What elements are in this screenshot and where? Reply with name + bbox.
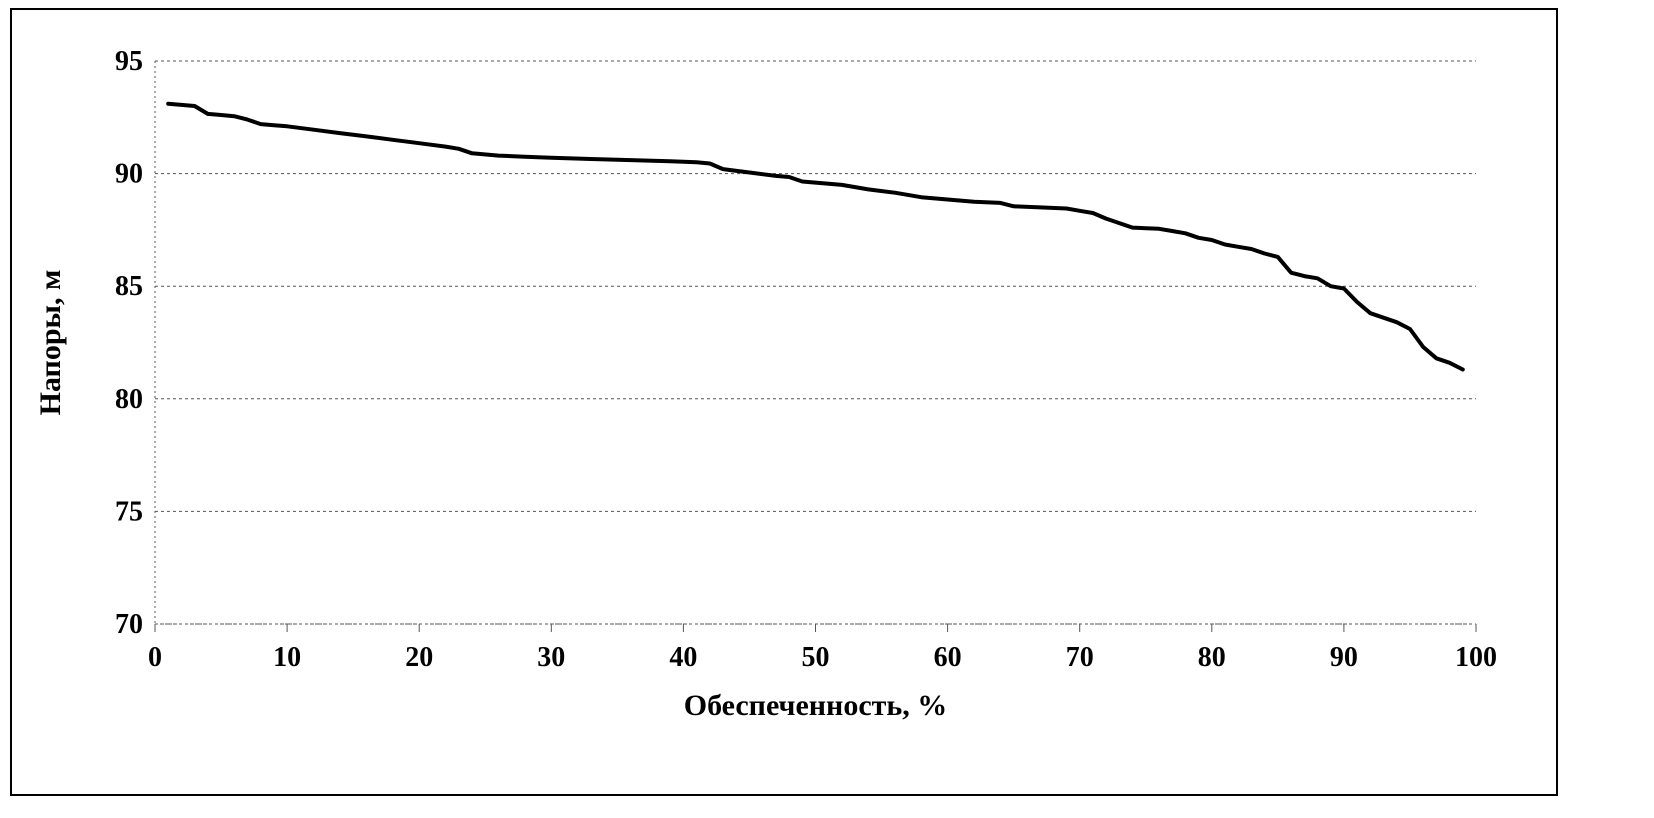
axes	[154, 61, 1477, 632]
y-tick-label: 80	[115, 384, 143, 415]
x-tick-labels: 0 10 20 30 40 50 60 70 80 90 100	[148, 642, 1497, 673]
y-tick-label: 85	[115, 271, 143, 302]
x-tick-label: 60	[934, 642, 962, 673]
y-tick-labels: 70 75 80 85 90 95	[115, 46, 143, 640]
y-tick-label: 90	[115, 159, 143, 190]
x-axis-title: Обеспеченность, %	[684, 689, 948, 722]
x-tick-label: 80	[1198, 642, 1226, 673]
grid-lines	[155, 60, 1476, 625]
x-tick-label: 100	[1455, 642, 1497, 673]
x-tick-label: 90	[1330, 642, 1358, 673]
x-tick-label: 30	[537, 642, 565, 673]
line-chart: 0 10 20 30 40 50 60 70 80 90 100 70 75 80 85 90 95 Обес…	[34, 46, 1497, 722]
x-tick-label: 50	[802, 642, 830, 673]
series-line	[166, 101, 1465, 372]
y-tick-label: 95	[115, 46, 143, 77]
x-tick-label: 40	[669, 642, 697, 673]
y-tick-label: 75	[115, 496, 143, 527]
y-axis-title: Напоры, м	[34, 270, 67, 416]
x-tick-label: 20	[405, 642, 433, 673]
chart-frame: 0 10 20 30 40 50 60 70 80 90 100 70 75 80 85 90 95 Обес…	[10, 8, 1558, 796]
y-tick-label: 70	[115, 609, 143, 640]
x-tick-label: 0	[148, 642, 162, 673]
series-group	[166, 101, 1465, 372]
x-tick-label: 10	[273, 642, 301, 673]
x-tick-label: 70	[1066, 642, 1094, 673]
